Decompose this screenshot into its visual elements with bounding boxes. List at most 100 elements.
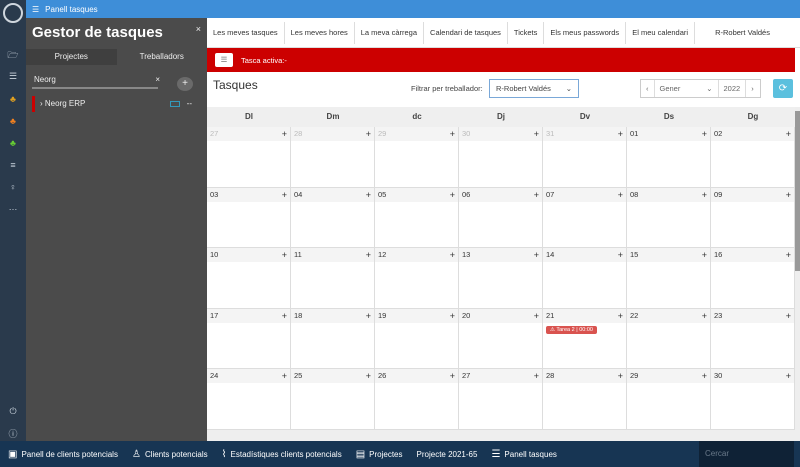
add-task-icon[interactable]: + bbox=[281, 250, 287, 261]
day-cell[interactable]: 26 + bbox=[375, 369, 459, 429]
day-cell[interactable]: 27 + bbox=[207, 127, 291, 187]
tab-calendari-tasques[interactable]: Calendari de tasques bbox=[424, 21, 508, 44]
add-task-icon[interactable]: + bbox=[449, 250, 455, 261]
taskbar-item[interactable]: ♙ Clients potencials bbox=[124, 449, 214, 460]
info-icon[interactable]: ⓘ bbox=[8, 429, 18, 439]
add-task-icon[interactable]: + bbox=[533, 250, 539, 261]
add-task-icon[interactable]: + bbox=[701, 189, 707, 200]
add-task-icon[interactable]: + bbox=[365, 129, 371, 139]
refresh-button[interactable]: ⟳ bbox=[773, 79, 793, 98]
day-cell[interactable]: 30 + bbox=[459, 127, 543, 187]
add-task-icon[interactable]: + bbox=[701, 250, 707, 261]
add-task-icon[interactable]: + bbox=[365, 310, 371, 321]
list-icon[interactable]: ☰ bbox=[8, 71, 18, 81]
add-task-icon[interactable]: + bbox=[785, 250, 791, 261]
taskbar-item[interactable]: ⌇ Estadístiques clients potencials bbox=[214, 449, 348, 460]
day-cell[interactable]: 14 + bbox=[543, 248, 627, 308]
day-cell[interactable]: 09 + bbox=[711, 187, 795, 248]
day-cell[interactable]: 12 + bbox=[375, 248, 459, 308]
project-search-input[interactable]: Neorg × bbox=[32, 74, 160, 89]
add-task-icon[interactable]: + bbox=[533, 310, 539, 321]
day-cell[interactable]: 18 + bbox=[291, 308, 375, 369]
add-task-icon[interactable]: + bbox=[701, 371, 707, 382]
org-chart-orange-icon[interactable]: ♣ bbox=[10, 116, 16, 126]
add-task-icon[interactable]: + bbox=[533, 371, 539, 382]
day-cell[interactable]: 11 + bbox=[291, 248, 375, 308]
org-chart-green-icon[interactable]: ♣ bbox=[10, 138, 16, 148]
day-cell[interactable]: 05 + bbox=[375, 187, 459, 248]
folder-icon[interactable]: 🗁 bbox=[7, 50, 19, 60]
taskbar-search-input[interactable]: Cercar bbox=[699, 441, 794, 467]
tab-meu-calendari[interactable]: El meu calendari bbox=[626, 21, 696, 44]
add-task-icon[interactable]: + bbox=[449, 310, 455, 321]
day-cell[interactable]: 16 + bbox=[711, 248, 795, 308]
taskbar-item[interactable]: ▤ Projectes bbox=[348, 449, 409, 460]
expand-icon[interactable]: › bbox=[40, 99, 43, 108]
day-cell[interactable]: 01 + bbox=[627, 127, 711, 187]
add-task-icon[interactable]: + bbox=[785, 310, 791, 321]
add-task-icon[interactable]: + bbox=[701, 129, 707, 139]
day-cell[interactable]: 13 + bbox=[459, 248, 543, 308]
day-cell[interactable]: 17 + bbox=[207, 308, 291, 369]
add-task-icon[interactable]: + bbox=[785, 129, 791, 139]
project-item[interactable]: › Neorg ERP -- bbox=[32, 96, 202, 112]
add-task-icon[interactable]: + bbox=[617, 129, 623, 139]
day-cell[interactable]: 24 + bbox=[207, 369, 291, 429]
add-task-icon[interactable]: + bbox=[785, 371, 791, 382]
day-cell[interactable]: 29 + bbox=[627, 369, 711, 429]
add-task-icon[interactable]: + bbox=[617, 371, 623, 382]
org-chart-icon[interactable]: ♣ bbox=[10, 94, 16, 104]
add-task-icon[interactable]: + bbox=[617, 250, 623, 261]
day-cell[interactable]: 28 + bbox=[543, 369, 627, 429]
day-cell[interactable]: 21 + ⚠ Tarea 2 | 00:00 bbox=[543, 308, 627, 369]
add-task-icon[interactable]: + bbox=[281, 189, 287, 200]
add-task-icon[interactable]: + bbox=[701, 310, 707, 321]
taskbar-item[interactable]: ▣ Panell de clients potencials bbox=[0, 449, 124, 460]
add-task-icon[interactable]: + bbox=[785, 189, 791, 200]
tab-les-meves-tasques[interactable]: Les meves tasques bbox=[207, 21, 285, 44]
add-task-icon[interactable]: + bbox=[281, 371, 287, 382]
taskbar-item[interactable]: ☰ Panell tasques bbox=[483, 449, 562, 460]
vertical-scrollbar[interactable] bbox=[795, 107, 800, 430]
day-cell[interactable]: 10 + bbox=[207, 248, 291, 308]
add-project-button[interactable]: + bbox=[177, 77, 193, 91]
scroll-thumb[interactable] bbox=[795, 111, 800, 271]
add-task-icon[interactable]: + bbox=[449, 371, 455, 382]
prev-month-button[interactable]: ‹ bbox=[641, 80, 655, 97]
add-task-icon[interactable]: + bbox=[365, 250, 371, 261]
tab-passwords[interactable]: Els meus passwords bbox=[544, 21, 627, 44]
user-name[interactable]: R-Robert Valdés bbox=[715, 28, 770, 37]
month-select[interactable]: Gener ⌄ bbox=[655, 80, 719, 97]
more-icon[interactable]: … bbox=[8, 202, 18, 212]
add-task-icon[interactable]: + bbox=[617, 189, 623, 200]
add-task-icon[interactable]: + bbox=[449, 189, 455, 200]
day-cell[interactable]: 23 + bbox=[711, 308, 795, 369]
add-task-icon[interactable]: + bbox=[617, 310, 623, 321]
menu-button[interactable]: ☰ bbox=[215, 53, 233, 67]
year-input[interactable]: 2022 bbox=[719, 80, 747, 97]
day-cell[interactable]: 07 + bbox=[543, 187, 627, 248]
day-cell[interactable]: 02 + bbox=[711, 127, 795, 187]
add-task-icon[interactable]: + bbox=[533, 129, 539, 139]
next-month-button[interactable]: › bbox=[751, 84, 754, 93]
day-cell[interactable]: 25 + bbox=[291, 369, 375, 429]
day-cell[interactable]: 22 + bbox=[627, 308, 711, 369]
add-task-icon[interactable]: + bbox=[281, 310, 287, 321]
tab-les-meves-hores[interactable]: Les meves hores bbox=[285, 21, 355, 44]
tab-projectes[interactable]: Projectes bbox=[26, 49, 117, 65]
clear-search-icon[interactable]: × bbox=[155, 75, 160, 84]
day-cell[interactable]: 29 + bbox=[375, 127, 459, 187]
day-cell[interactable]: 04 + bbox=[291, 187, 375, 248]
day-cell[interactable]: 27 + bbox=[459, 369, 543, 429]
day-cell[interactable]: 15 + bbox=[627, 248, 711, 308]
day-cell[interactable]: 28 + bbox=[291, 127, 375, 187]
menu-icon[interactable]: ≡ bbox=[10, 160, 16, 170]
worker-filter-select[interactable]: R-Robert Valdés ⌄ bbox=[489, 79, 579, 98]
day-cell[interactable]: 03 + bbox=[207, 187, 291, 248]
tab-tickets[interactable]: Tickets bbox=[508, 21, 545, 44]
day-cell[interactable]: 31 + bbox=[543, 127, 627, 187]
add-task-icon[interactable]: + bbox=[533, 189, 539, 200]
day-cell[interactable]: 06 + bbox=[459, 187, 543, 248]
add-task-icon[interactable]: + bbox=[365, 371, 371, 382]
power-icon[interactable]: ⏻ bbox=[9, 406, 17, 416]
